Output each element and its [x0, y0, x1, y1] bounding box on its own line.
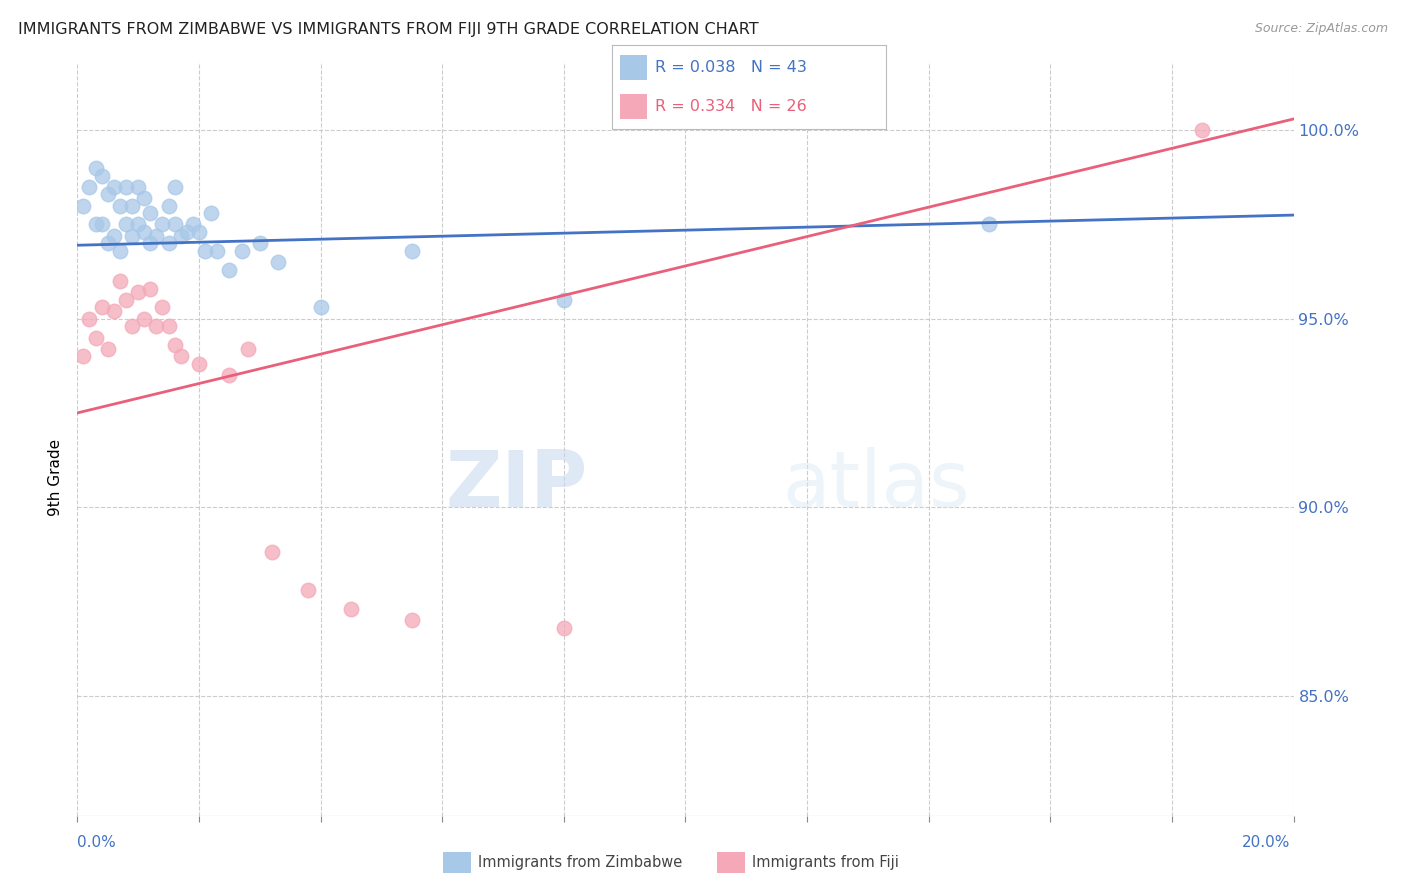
Text: atlas: atlas [783, 447, 970, 523]
Point [979, 218, 1001, 232]
Point [267, 255, 290, 269]
Point [108, 244, 131, 258]
Point [218, 262, 240, 277]
Point [401, 244, 423, 258]
Text: Immigrants from Fiji: Immigrants from Fiji [752, 855, 898, 870]
Text: 9th Grade: 9th Grade [48, 439, 63, 516]
Point [139, 236, 162, 251]
Point [121, 319, 143, 334]
Point [115, 179, 138, 194]
Point [309, 301, 332, 315]
Point [121, 228, 143, 243]
Bar [620, 94, 647, 120]
Point [90, 169, 112, 183]
Point [249, 236, 271, 251]
Point [205, 244, 228, 258]
Point [97, 342, 120, 356]
Text: IMMIGRANTS FROM ZIMBABWE VS IMMIGRANTS FROM FIJI 9TH GRADE CORRELATION CHART: IMMIGRANTS FROM ZIMBABWE VS IMMIGRANTS F… [18, 22, 759, 37]
Point [218, 368, 240, 383]
Point [188, 357, 211, 371]
Point [139, 206, 162, 220]
Point [97, 236, 120, 251]
Point [103, 304, 125, 318]
Point [163, 218, 186, 232]
Text: 20.0%: 20.0% [1243, 836, 1291, 850]
Point [139, 282, 162, 296]
Point [157, 199, 180, 213]
Point [152, 301, 174, 315]
Point [152, 218, 174, 232]
Point [401, 613, 423, 627]
Point [194, 244, 217, 258]
Text: 0.0%: 0.0% [77, 836, 117, 850]
Point [340, 602, 363, 616]
Point [200, 206, 222, 220]
Point [181, 218, 204, 232]
Bar [620, 54, 647, 80]
Point [103, 228, 125, 243]
Point [108, 199, 131, 213]
Point [134, 191, 156, 205]
Point [90, 301, 112, 315]
Point [127, 285, 149, 300]
Point [84, 218, 107, 232]
Point [163, 338, 186, 352]
Point [115, 293, 138, 307]
Point [72, 350, 94, 364]
Text: Source: ZipAtlas.com: Source: ZipAtlas.com [1254, 22, 1388, 36]
Point [553, 621, 575, 635]
Point [79, 311, 101, 326]
Point [236, 342, 259, 356]
Point [115, 218, 138, 232]
Text: ZIP: ZIP [446, 447, 588, 523]
Point [72, 199, 94, 213]
Point [90, 218, 112, 232]
Text: R = 0.038   N = 43: R = 0.038 N = 43 [655, 60, 807, 75]
Point [260, 545, 283, 559]
Point [84, 161, 107, 175]
Point [145, 228, 167, 243]
Text: Immigrants from Zimbabwe: Immigrants from Zimbabwe [478, 855, 682, 870]
Point [97, 187, 120, 202]
Point [170, 228, 193, 243]
Point [134, 225, 156, 239]
Text: R = 0.334   N = 26: R = 0.334 N = 26 [655, 99, 807, 114]
Point [297, 583, 319, 598]
Point [103, 179, 125, 194]
Point [127, 179, 149, 194]
Point [84, 330, 107, 344]
Point [188, 225, 211, 239]
Point [134, 311, 156, 326]
Point [553, 293, 575, 307]
Point [176, 225, 198, 239]
Point [145, 319, 167, 334]
Point [231, 244, 253, 258]
Point [1191, 123, 1213, 137]
Point [157, 319, 180, 334]
Point [157, 236, 180, 251]
Point [163, 179, 186, 194]
Point [170, 350, 193, 364]
Point [127, 218, 149, 232]
Point [121, 199, 143, 213]
Point [108, 274, 131, 288]
Point [79, 179, 101, 194]
